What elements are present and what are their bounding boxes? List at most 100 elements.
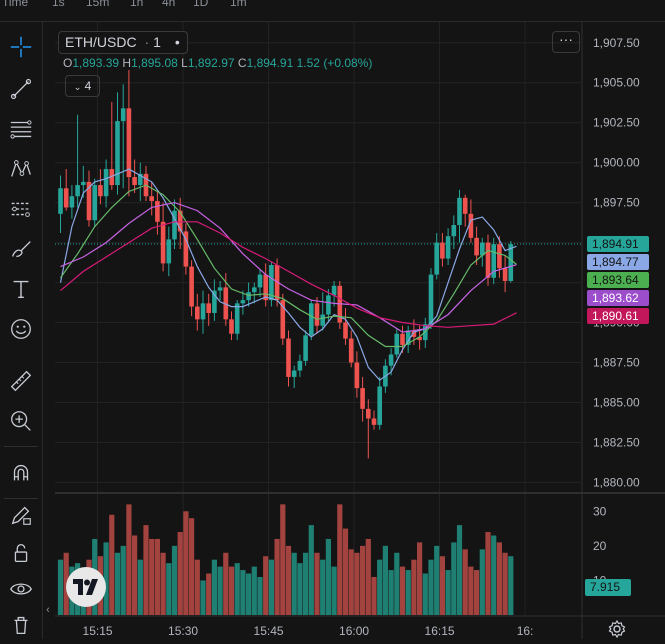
candle-body [491,244,496,278]
price-tick-label: 1,907.50 [593,36,640,50]
candle-body [457,197,462,226]
chart-more-button[interactable]: ··· [552,31,580,53]
candle-body [103,169,109,197]
crosshair-icon[interactable] [6,32,36,62]
time-tick-label: 15:30 [168,624,198,638]
emoji-icon[interactable] [6,314,36,344]
toolbar-item[interactable]: 1s [52,0,65,9]
ruler-icon[interactable] [6,366,36,396]
candle-body [92,185,97,221]
volume-bar [479,549,485,615]
toolbar-item[interactable]: 4h [162,0,176,9]
candle-body [115,121,120,186]
lock-icon[interactable] [6,538,36,568]
candle-body [411,330,417,337]
volume-bar [422,573,428,615]
gear-icon[interactable] [607,619,627,639]
toolbar-item[interactable]: 1m [230,0,247,9]
candle-body [297,360,303,371]
candle-body [58,188,63,214]
low-value: 1,892.97 [187,56,235,70]
toolbar-item[interactable]: 15m [86,0,110,9]
tradingview-logo-icon[interactable] [66,567,106,607]
volume-bar [297,563,303,615]
brush-icon[interactable] [6,234,36,264]
volume-bar [166,563,172,615]
text-icon[interactable] [6,274,36,304]
candle-body [303,335,308,361]
candle-body [263,274,268,301]
candle-body [417,336,422,341]
candle-body [286,338,291,377]
volume-bar [502,552,508,615]
candle-body [183,231,189,267]
eye-icon[interactable] [6,574,36,604]
volume-bar [314,552,320,615]
candle-body [69,196,75,208]
volume-bar [149,538,155,615]
open-value: 1,893.39 [72,56,120,70]
zoom-in-icon[interactable] [6,406,36,436]
volume-bar [439,556,445,615]
volume-bar [320,559,326,615]
volume-bar [496,542,502,615]
volume-bar [388,570,394,615]
horizontal-lines-icon[interactable] [6,114,36,144]
legend-more-icon[interactable]: • [174,34,181,50]
time-tick-label: 16: [517,624,534,638]
volume-bar [171,545,178,615]
volume-bar [377,559,383,615]
candle-body [132,177,137,186]
toolbar-item[interactable]: Time [2,0,29,9]
candle-body [360,388,365,409]
candle-body [434,242,439,275]
trend-line-icon[interactable] [6,74,36,104]
toolbar-item[interactable]: 1D [193,0,209,9]
candle-body [331,285,337,296]
volume-bar [365,538,371,615]
trash-icon[interactable] [6,610,36,640]
change-value: 1.52 (+0.08%) [296,56,373,70]
symbol-legend[interactable]: ETH/USDC · 1 • [58,31,188,54]
volume-bar [234,563,240,615]
indicators-toggle-button[interactable]: ⌄ 4 [65,75,100,97]
volume-bar [240,570,246,615]
candle-body [280,300,286,339]
volume-bar [223,552,229,615]
candle-body [120,108,126,122]
volume-bar [371,576,377,615]
candle-body [234,303,240,334]
volume-bar [228,566,235,615]
volume-bar [57,559,64,615]
moving-average-line [60,221,517,328]
volume-bar [126,504,132,615]
interval-label: 1 [153,34,161,50]
candle-body [451,225,457,237]
volume-bar [257,576,263,615]
close-value: 1,894.91 [246,56,294,70]
volume-bar [120,545,126,615]
candle-body [206,303,211,313]
forecast-icon[interactable] [6,194,36,224]
toolbar-item[interactable]: 1h [130,0,144,9]
candle-body [126,108,132,178]
volume-bar [211,559,217,615]
price-axis-label: 1,894.91 [587,236,649,253]
pattern-icon[interactable] [6,154,36,184]
magnet-icon[interactable] [6,458,36,488]
candle-body [155,201,160,222]
volume-bar [399,566,406,615]
collapse-arrow-icon[interactable]: ‹ [46,604,50,616]
candle-body [291,370,297,377]
candle-body [445,236,451,259]
price-tick-label: 1,900.00 [593,156,640,170]
volume-bar [508,556,514,615]
candle-body [217,287,223,291]
pencil-lock-icon[interactable] [6,500,36,530]
candle-body [377,386,382,425]
candle-body [309,303,314,336]
price-axis-label: 1,894.77 [587,254,649,271]
candle-body [343,322,348,339]
volume-bar [308,525,314,615]
